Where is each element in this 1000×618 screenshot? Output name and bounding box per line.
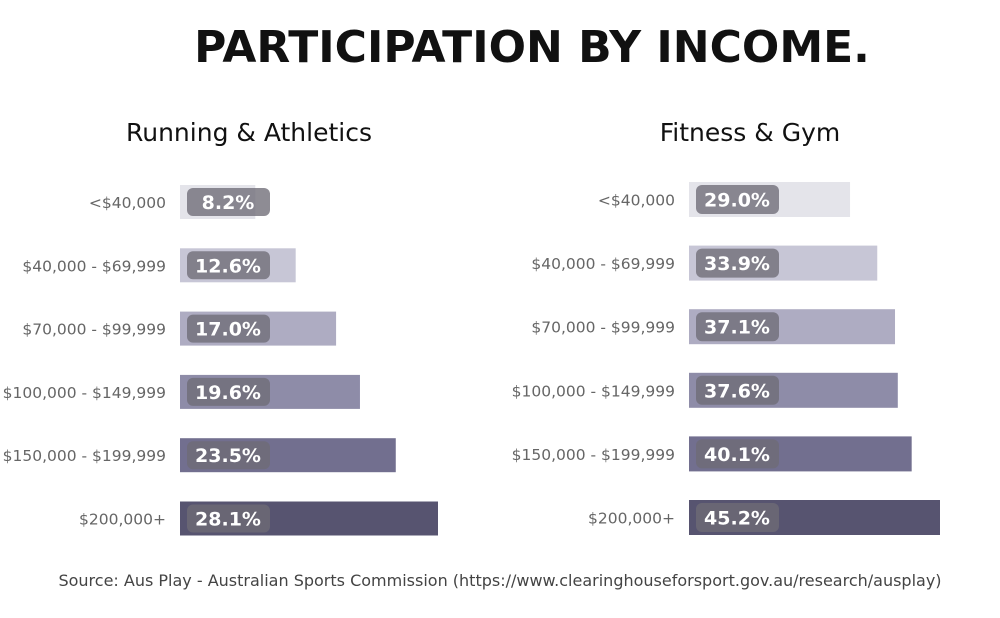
category-label: $150,000 - $199,999	[3, 447, 166, 465]
category-label: $100,000 - $149,999	[512, 382, 675, 400]
category-label: $100,000 - $149,999	[3, 384, 166, 402]
category-label: <$40,000	[89, 194, 166, 212]
value-label: 40.1%	[704, 444, 770, 466]
category-label: $70,000 - $99,999	[531, 319, 675, 337]
value-label: 37.6%	[704, 380, 770, 402]
value-label-background	[696, 185, 779, 214]
source-note: Source: Aus Play - Australian Sports Com…	[58, 571, 942, 590]
value-label: 45.2%	[704, 508, 770, 530]
value-label: 12.6%	[195, 255, 261, 277]
category-label: $150,000 - $199,999	[512, 446, 675, 464]
category-label: $200,000+	[588, 510, 675, 528]
value-label: 23.5%	[195, 445, 261, 467]
value-label-background	[696, 439, 779, 469]
value-label-background	[696, 375, 779, 405]
value-label-background	[187, 441, 270, 470]
value-label: 29.0%	[704, 190, 770, 212]
value-label-background	[696, 312, 779, 342]
value-label-background	[187, 188, 270, 216]
page-title: PARTICIPATION BY INCOME.	[194, 22, 870, 73]
value-label: 37.1%	[704, 317, 770, 339]
bar-chart-running-athletics: <$40,000 8.2% $40,000 - $69,999 12.6% $70,00…	[3, 185, 438, 536]
category-label: $40,000 - $69,999	[531, 255, 675, 273]
value-label: 33.9%	[704, 253, 770, 275]
value-label-background	[187, 504, 270, 533]
value-label: 28.1%	[195, 509, 261, 531]
value-label: 8.2%	[202, 192, 255, 214]
bar-chart-fitness-gym: <$40,000 29.0% $40,000 - $69,999 33.9% $70,0…	[512, 182, 940, 535]
value-label-background	[187, 251, 270, 280]
value-label: 17.0%	[195, 319, 261, 341]
chart-running-athletics: Running & Athletics <$40,000 8.2% $40,000 …	[0, 110, 460, 550]
category-label: $200,000+	[79, 511, 166, 529]
value-label: 19.6%	[195, 382, 261, 404]
category-label: $70,000 - $99,999	[22, 321, 166, 339]
category-label: <$40,000	[598, 192, 675, 210]
value-label-background	[187, 377, 270, 406]
value-label-background	[187, 314, 270, 343]
chart-fitness-gym: Fitness & Gym <$40,000 29.0% $40,000 - $69…	[505, 110, 965, 550]
value-label-background	[696, 503, 779, 532]
value-label-background	[696, 248, 779, 278]
chart-title-running-athletics: Running & Athletics	[126, 118, 372, 147]
category-label: $40,000 - $69,999	[22, 257, 166, 275]
chart-title-fitness-gym: Fitness & Gym	[659, 118, 841, 147]
